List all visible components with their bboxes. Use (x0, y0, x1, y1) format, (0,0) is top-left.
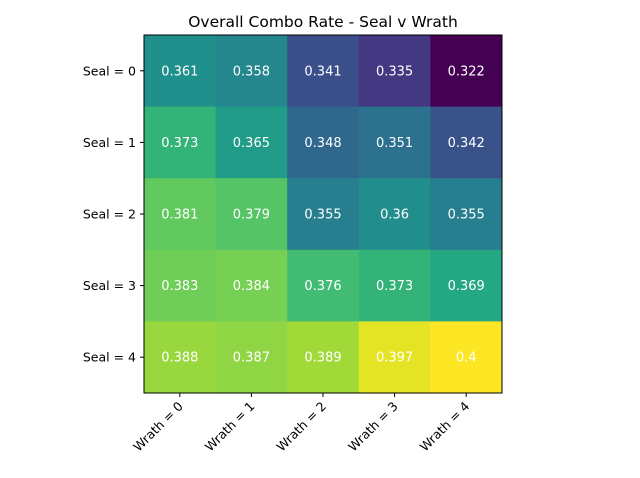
cell-value-label: 0.388 (161, 351, 198, 366)
cell-value-label: 0.351 (376, 136, 413, 151)
x-tick-labels: Wrath = 0 Wrath = 1 Wrath = 2 Wrath = 3 Wrat… (130, 398, 472, 454)
cell-value-label: 0.387 (233, 351, 270, 366)
heatmap-cell (144, 35, 217, 108)
cell-value-label: 0.342 (448, 136, 485, 151)
y-tick-label: Seal = 4 (83, 350, 136, 365)
cell-value-label: 0.383 (161, 279, 198, 294)
heatmap-cell (358, 35, 431, 108)
heatmap-cell (287, 321, 360, 394)
x-tick-label: Wrath = 3 (345, 399, 401, 455)
heatmap-cell (215, 178, 288, 251)
heatmap-cell (358, 106, 431, 179)
cell-value-label: 0.335 (376, 64, 413, 79)
chart-title: Overall Combo Rate - Seal v Wrath (188, 13, 458, 31)
cell-value-label: 0.361 (161, 64, 198, 79)
cell-value-label: 0.369 (448, 279, 485, 294)
heatmap-cell (358, 321, 431, 394)
heatmap-cell (144, 249, 217, 322)
y-tick-labels: Seal = 0 Seal = 1 Seal = 2 Seal = 3 Seal = 4 (83, 63, 136, 364)
heatmap-cell (430, 321, 503, 394)
cell-value-label: 0.365 (233, 136, 270, 151)
heatmap-cell (215, 249, 288, 322)
heatmap-cell (144, 106, 217, 179)
y-tick-label: Seal = 1 (83, 135, 136, 150)
y-tick-label: Seal = 0 (83, 63, 136, 78)
cell-value-label: 0.358 (233, 64, 270, 79)
x-tick-label: Wrath = 0 (130, 398, 186, 454)
cell-value-label: 0.355 (304, 208, 341, 223)
heatmap-cell (430, 249, 503, 322)
cell-value-label: 0.373 (161, 136, 198, 151)
cell-value-label: 0.322 (448, 64, 485, 79)
heatmap-cell (287, 178, 360, 251)
cell-value-label: 0.381 (161, 208, 198, 223)
cell-value-label: 0.355 (448, 208, 485, 223)
heatmap-cell (287, 35, 360, 108)
cell-value-label: 0.384 (233, 279, 270, 294)
cell-value-label: 0.36 (380, 208, 409, 223)
axis-ticks (140, 70, 467, 397)
heatmap-cell (215, 321, 288, 394)
heatmap-cell (358, 249, 431, 322)
heatmap-cell (358, 178, 431, 251)
plot-frame (143, 34, 503, 394)
cell-value-label: 0.341 (304, 64, 341, 79)
cell-value-label: 0.4 (456, 351, 477, 366)
heatmap-cell (144, 321, 217, 394)
heatmap-cell (430, 106, 503, 179)
x-tick-label: Wrath = 1 (202, 399, 258, 455)
heatmap-cell (287, 249, 360, 322)
cell-value-label: 0.379 (233, 208, 270, 223)
cell-value-label: 0.348 (304, 136, 341, 151)
heatmap-cell (144, 178, 217, 251)
heatmap-cell-labels: 0.361 0.358 0.341 0.335 0.322 0.373 0.365 0.348… (161, 64, 485, 365)
cell-value-label: 0.389 (304, 351, 341, 366)
y-tick-label: Seal = 2 (83, 207, 136, 222)
heatmap-cell (430, 178, 503, 251)
heatmap-cell (430, 35, 503, 108)
heatmap-cell (215, 106, 288, 179)
heatmap-cell (287, 106, 360, 179)
cell-value-label: 0.373 (376, 279, 413, 294)
y-tick-label: Seal = 3 (83, 278, 136, 293)
x-tick-label: Wrath = 4 (417, 398, 473, 454)
x-tick-label: Wrath = 2 (273, 399, 329, 455)
heatmap-cell (215, 35, 288, 108)
cell-value-label: 0.376 (304, 279, 341, 294)
cell-value-label: 0.397 (376, 351, 413, 366)
heatmap-cells (144, 35, 503, 394)
